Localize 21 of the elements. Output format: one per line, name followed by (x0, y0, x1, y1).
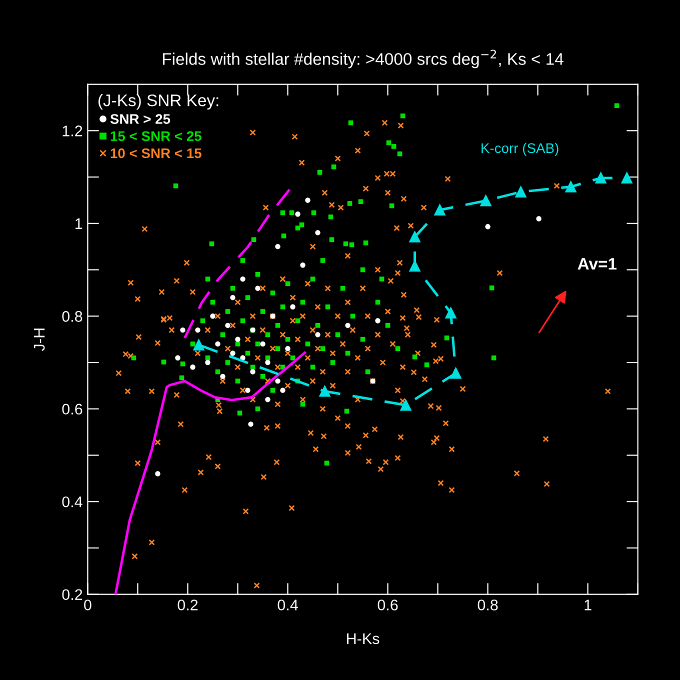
x-tick-label: 0 (84, 600, 92, 610)
text: K-corr (SAB) (482, 142, 558, 156)
y-axis-title: J-H (34, 328, 45, 351)
x-tick-label: 0.8 (478, 600, 498, 610)
legend-label: SNR > 25 (110, 114, 170, 124)
y-tick-label: 0.4 (62, 496, 82, 508)
y-tick-label: 1.2 (62, 126, 82, 136)
x-tick-label: 1 (584, 600, 592, 610)
y-tick-label: 0.6 (62, 404, 82, 415)
x-axis-title: H-Ks (347, 633, 380, 644)
y-tick-label: 0.8 (62, 311, 82, 322)
x-tick-label: 0.4 (278, 600, 298, 610)
annotation: Av=1 (578, 258, 617, 270)
y-tick-label: 0.2 (62, 589, 82, 600)
y-tick-label: 1 (76, 218, 82, 229)
chart-title: Fields with stellar #density: >4000 srcs deg$^{−2}$, Ks < 14 (162, 50, 564, 68)
x-tick-label: 0.6 (378, 600, 398, 610)
legend-label: 15 < SNR < 25 (110, 131, 202, 142)
x-tick-label: 0.2 (178, 600, 198, 610)
legend-label: 10 < SNR < 15 (110, 148, 202, 158)
legend-title: (J-Ks) SNR Key: (98, 94, 218, 110)
